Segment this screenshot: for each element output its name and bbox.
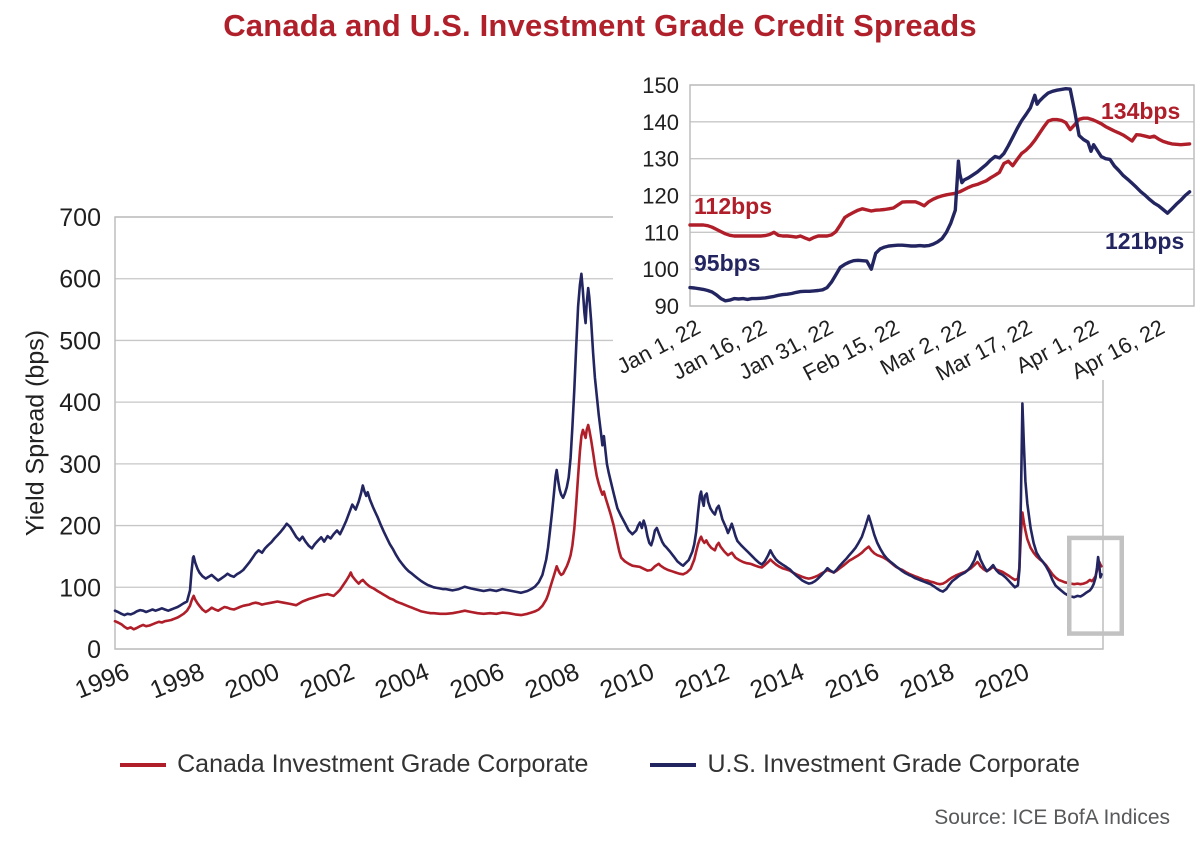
chart-title: Canada and U.S. Investment Grade Credit … <box>223 8 977 43</box>
x-tick-label: 2002 <box>296 658 358 705</box>
annotation-us-end: 121bps <box>1105 228 1185 254</box>
x-tick-label: 2016 <box>821 658 883 705</box>
y-tick-label: 600 <box>59 266 101 294</box>
y-tick-label: 100 <box>642 257 679 282</box>
y-tick-label: 120 <box>642 184 679 209</box>
x-tick-label: 2014 <box>746 658 808 705</box>
source-note: Source: ICE BofA Indices <box>934 806 1170 829</box>
us-spread-line <box>688 86 1192 303</box>
x-tick-label: 2010 <box>596 658 658 705</box>
x-tick-label: 1998 <box>146 658 208 705</box>
legend-label-us: U.S. Investment Grade Corporate <box>707 750 1080 778</box>
canada-spread-line <box>113 423 1103 631</box>
annotation-us-start: 95bps <box>694 250 761 276</box>
canada-line-swatch-icon <box>120 762 167 767</box>
y-tick-label: 110 <box>644 220 679 245</box>
inset-backdrop <box>613 55 1200 380</box>
x-tick-label: 1996 <box>71 658 133 705</box>
x-tick-label: 2012 <box>671 658 733 705</box>
annotation-canada-end: 134bps <box>1101 98 1181 124</box>
plot-border <box>114 216 1104 650</box>
y-tick-label: 200 <box>59 513 101 541</box>
x-tick-label: 2018 <box>896 658 958 705</box>
x-tick-label: 2004 <box>371 658 433 705</box>
y-tick-label: 130 <box>642 147 679 172</box>
plot-border <box>689 84 1195 307</box>
legend-label-canada: Canada Investment Grade Corporate <box>177 750 589 778</box>
canada-spread-line <box>688 116 1192 242</box>
x-tick-label: 2006 <box>446 658 508 705</box>
legend-item-us: U.S. Investment Grade Corporate <box>650 750 1080 779</box>
y-tick-label: 300 <box>59 451 101 479</box>
y-axis-title: Yield Spread (bps) <box>21 329 50 537</box>
legend: Canada Investment Grade Corporate U.S. I… <box>0 750 1200 779</box>
x-tick-label: 2020 <box>971 658 1033 705</box>
us-spread-line <box>113 272 1103 617</box>
y-tick-label: 90 <box>655 294 679 319</box>
y-tick-label: 0 <box>87 636 101 664</box>
y-tick-label: 700 <box>59 204 101 232</box>
legend-item-canada: Canada Investment Grade Corporate <box>120 750 588 779</box>
us-line-swatch-icon <box>650 762 697 767</box>
x-tick-label: 2008 <box>521 658 583 705</box>
y-tick-label: 150 <box>642 73 679 98</box>
y-tick-label: 500 <box>59 327 101 355</box>
y-tick-label: 140 <box>642 110 679 135</box>
y-tick-label: 400 <box>59 389 101 417</box>
y-tick-label: 100 <box>59 574 101 602</box>
annotation-canada-start: 112bps <box>694 193 772 219</box>
x-tick-label: 2000 <box>221 658 283 705</box>
recent-period-highlight-box <box>1067 535 1124 636</box>
